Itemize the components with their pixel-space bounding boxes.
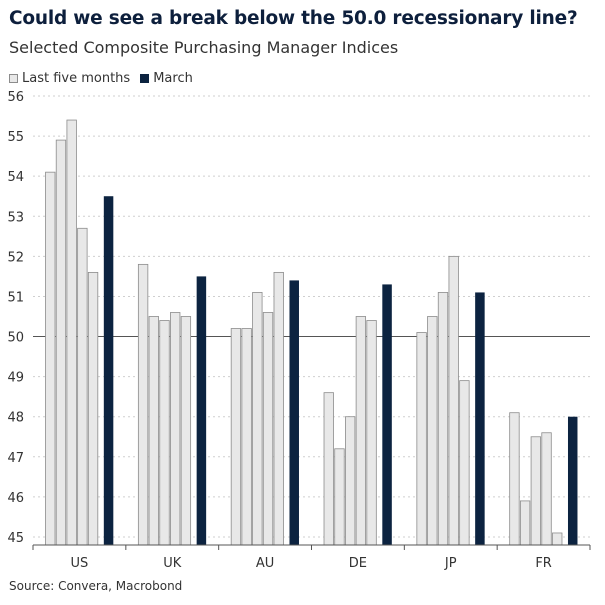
bar-march [289, 280, 299, 545]
x-tick-label: AU [256, 556, 274, 571]
y-tick-label: 50 [7, 331, 24, 346]
bar-last-five-months [519, 500, 531, 546]
bar-last-five-months [148, 316, 159, 546]
bar-last-five-months [55, 139, 67, 546]
bar-march [567, 416, 578, 545]
bar-last-five-months [448, 255, 459, 546]
x-tick-label: DE [349, 556, 367, 571]
legend-label-last-five-months: Last five months [22, 71, 131, 86]
bar-last-five-months [459, 380, 470, 546]
y-tick-label: 51 [7, 290, 24, 305]
x-tick-label: JP [444, 556, 457, 571]
legend-item-last-five-months: Last five months [9, 71, 130, 86]
bar-last-five-months [45, 171, 56, 546]
bar-march [382, 284, 392, 545]
x-tick-label: US [71, 556, 89, 571]
bar-last-five-months [541, 432, 552, 546]
bar-last-five-months [170, 312, 181, 546]
y-tick-label: 46 [7, 491, 24, 506]
chart-title: Could we see a break below the 50.0 rece… [9, 8, 578, 29]
y-tick-label: 48 [7, 411, 24, 426]
bar-last-five-months [323, 392, 334, 546]
bar-last-five-months [77, 227, 88, 546]
y-tick-label: 54 [7, 170, 24, 185]
bar-last-five-months [262, 312, 274, 546]
y-tick-label: 56 [7, 90, 24, 105]
bar-last-five-months [334, 448, 345, 546]
chart-legend: Last five months March [9, 71, 203, 86]
bar-last-five-months [159, 320, 170, 546]
y-tick-label: 55 [7, 130, 24, 145]
bar-march [103, 196, 114, 546]
source-note: Source: Convera, Macrobond [9, 579, 183, 593]
legend-item-march: March [140, 71, 193, 86]
y-tick-label: 52 [7, 250, 24, 265]
bar-last-five-months [137, 263, 149, 546]
bar-march [475, 292, 485, 545]
x-tick-label: FR [535, 556, 552, 571]
bar-last-five-months [437, 292, 449, 546]
bar-last-five-months [66, 119, 77, 546]
bar-last-five-months [273, 271, 284, 546]
bar-last-five-months [355, 316, 367, 546]
bar-last-five-months [241, 328, 252, 546]
bar-last-five-months [366, 320, 377, 546]
chart-subtitle: Selected Composite Purchasing Manager In… [9, 38, 399, 57]
bar-last-five-months [345, 416, 356, 546]
bar-last-five-months [230, 328, 242, 546]
legend-swatch-light [9, 74, 18, 83]
y-tick-label: 49 [7, 371, 24, 386]
bar-march [196, 276, 207, 545]
y-tick-label: 53 [7, 210, 24, 225]
bar-last-five-months [416, 332, 427, 546]
y-tick-label: 47 [7, 451, 24, 466]
bar-last-five-months [87, 271, 99, 546]
bar-last-five-months [509, 412, 520, 546]
bar-last-five-months [252, 292, 263, 546]
legend-swatch-dark [140, 74, 150, 83]
bar-last-five-months [552, 532, 563, 546]
bar-last-five-months [427, 316, 438, 546]
bar-last-five-months [180, 316, 192, 546]
x-tick-label: UK [163, 556, 182, 571]
y-tick-label: 45 [7, 531, 24, 546]
bar-last-five-months [530, 436, 541, 546]
legend-label-march: March [153, 71, 193, 86]
